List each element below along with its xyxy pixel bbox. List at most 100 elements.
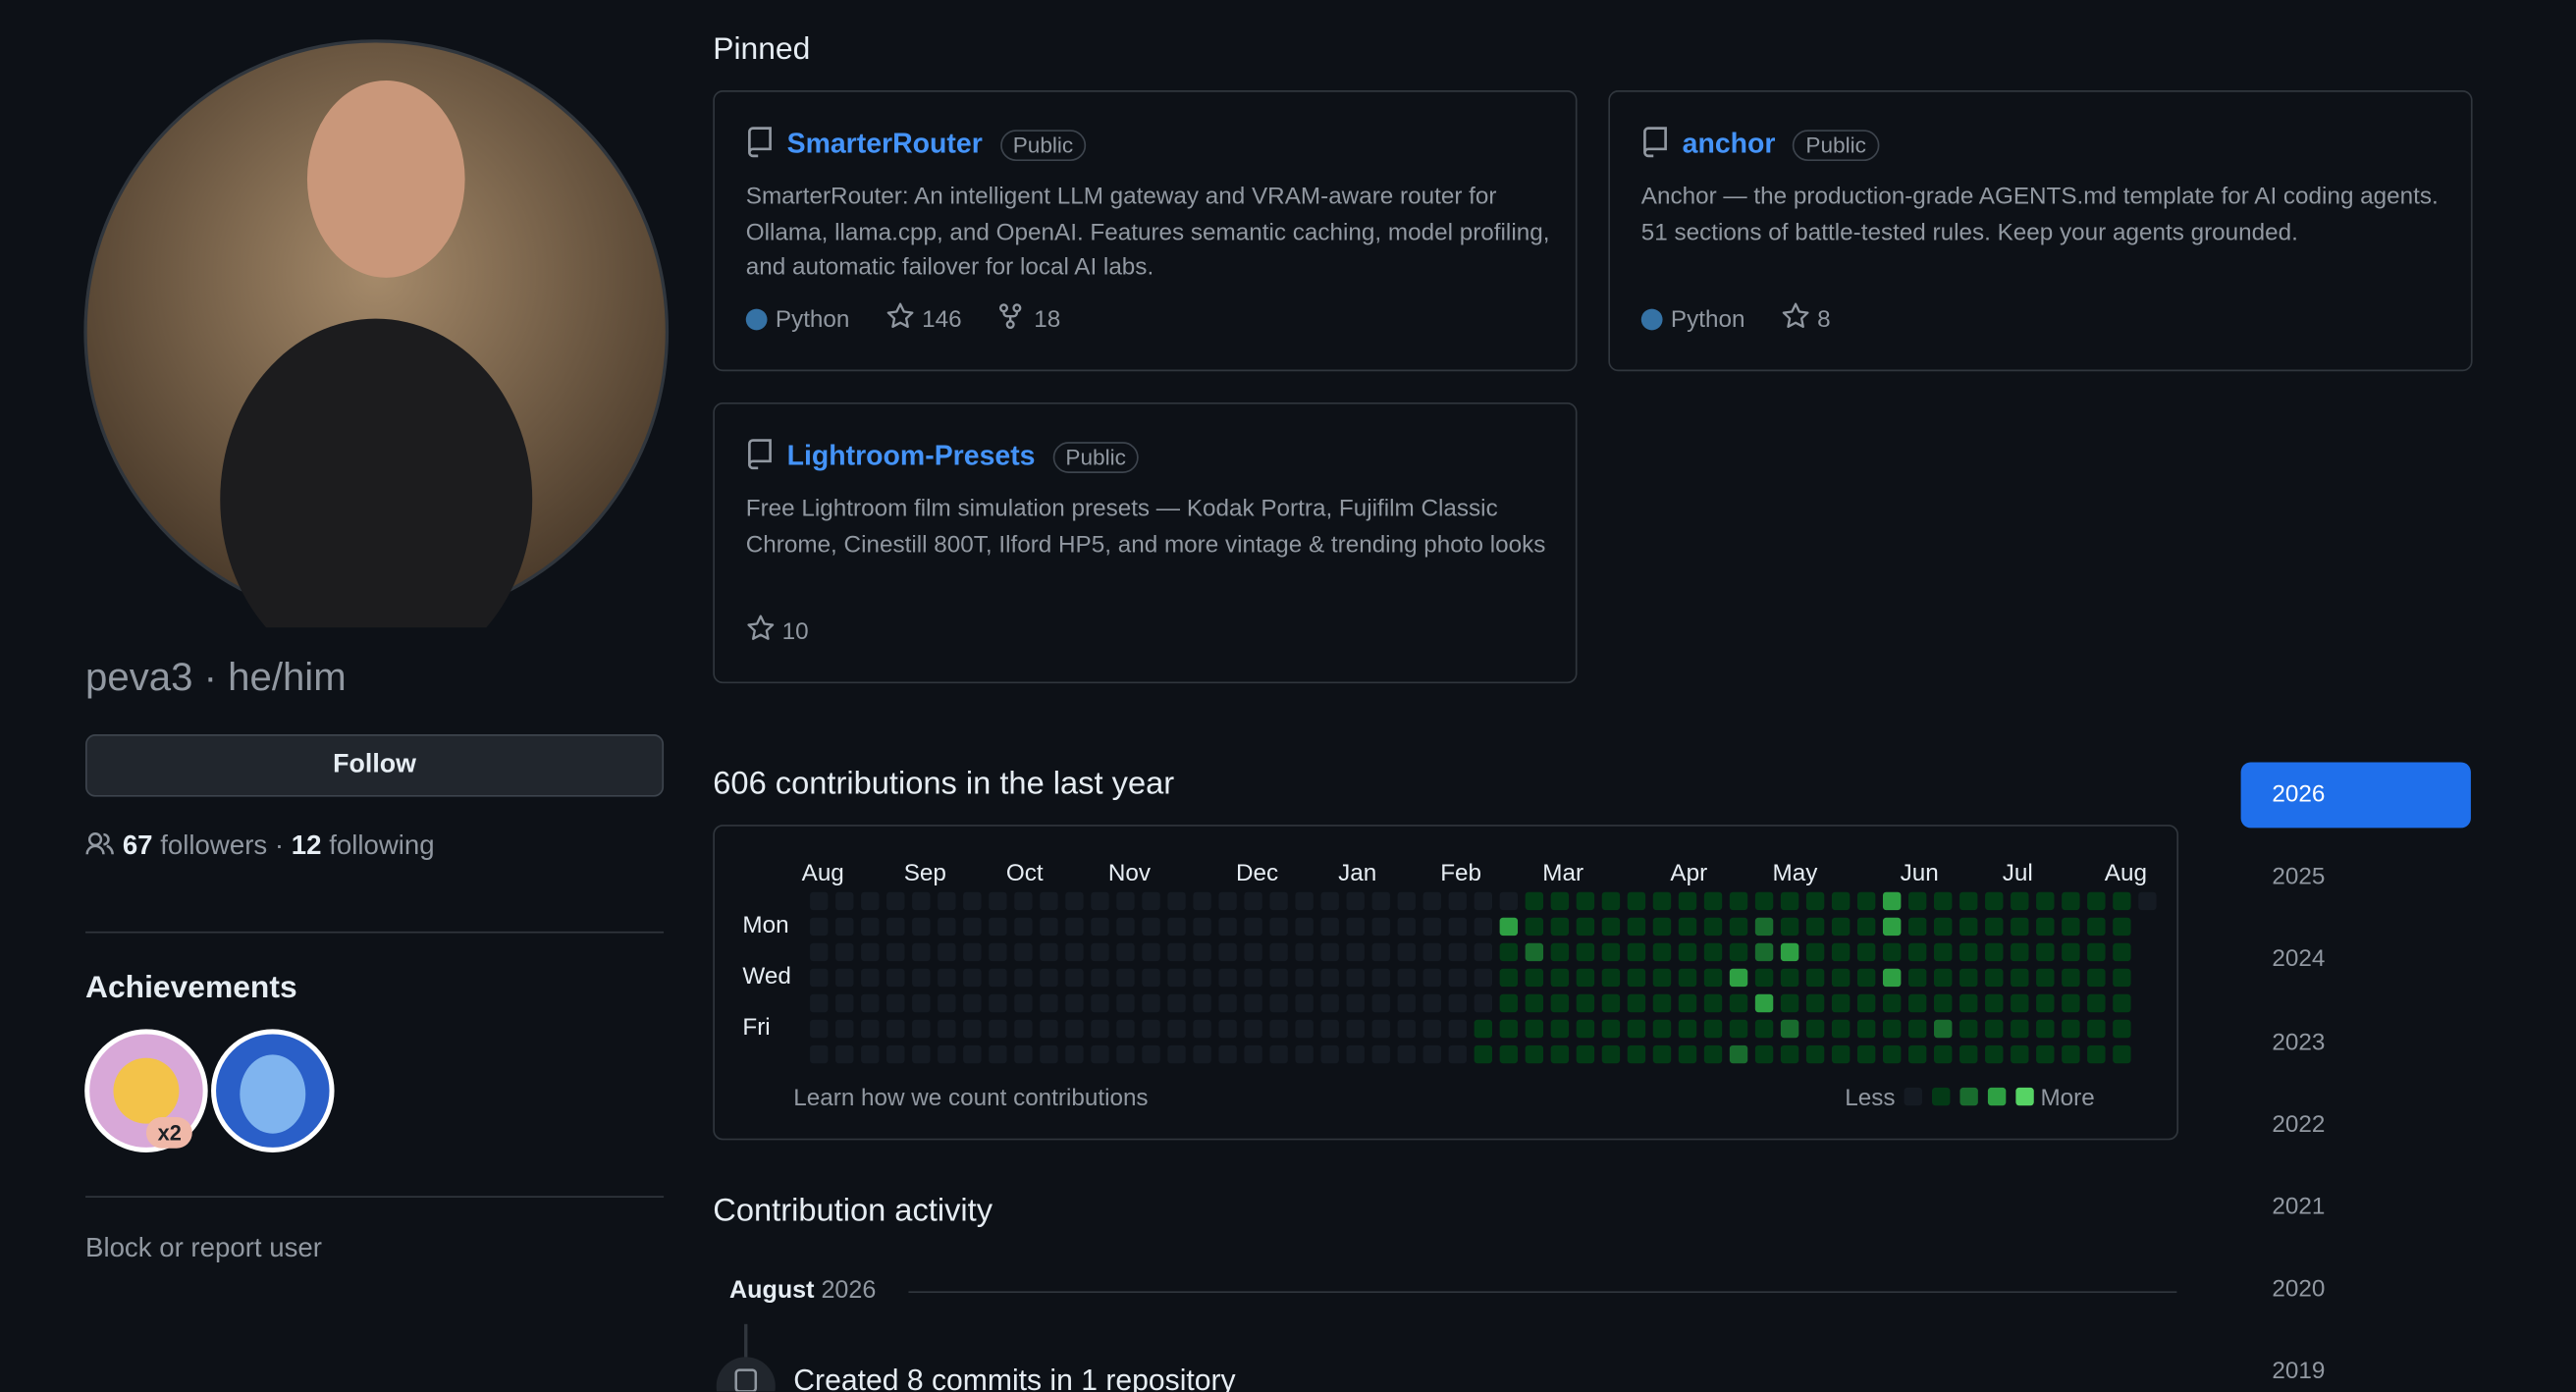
contribution-cell xyxy=(1856,917,1876,937)
contribution-cell xyxy=(2062,968,2080,988)
contribution-cell xyxy=(1652,968,1672,988)
contribution-cell xyxy=(912,942,931,962)
contribution-cell xyxy=(2036,917,2055,937)
pinned-card[interactable]: Lightroom-Presets Public Free Lightroom f… xyxy=(713,402,1578,684)
year-button[interactable]: 2022 xyxy=(2272,1111,2326,1139)
contribution-cell xyxy=(1678,993,1697,1013)
contribution-cell xyxy=(2087,1044,2106,1064)
month: August xyxy=(729,1276,815,1305)
repo-name[interactable]: Lightroom-Presets xyxy=(786,440,1036,472)
contribution-cell xyxy=(1550,891,1570,911)
contribution-cell xyxy=(1499,1044,1519,1064)
repo-description: Free Lightroom film simulation presets —… xyxy=(745,496,1546,559)
stars[interactable]: 146 xyxy=(922,306,962,334)
contribution-cell xyxy=(1934,968,1953,988)
forks[interactable]: 18 xyxy=(1034,306,1061,334)
following-count[interactable]: 12 xyxy=(291,830,322,861)
contribution-cell xyxy=(1014,917,1033,937)
contribution-cell xyxy=(1576,1044,1595,1064)
contribution-cell xyxy=(1371,891,1390,911)
contribution-cell xyxy=(1576,993,1595,1013)
activity-item[interactable]: Created 8 commits in 1 repository xyxy=(793,1363,1236,1392)
contribution-cell xyxy=(1754,942,1774,962)
year-button[interactable]: 2026 xyxy=(2240,762,2471,829)
learn-link[interactable]: Learn how we count contributions xyxy=(793,1085,1148,1111)
contribution-cell xyxy=(1525,1044,1544,1064)
contribution-cell xyxy=(1244,993,1262,1013)
contribution-cell xyxy=(1091,942,1109,962)
year-button[interactable]: 2025 xyxy=(2272,864,2326,891)
followers-label[interactable]: followers xyxy=(160,830,268,861)
month-label: Aug xyxy=(2105,860,2147,886)
contribution-cell xyxy=(1397,1019,1416,1039)
contribution-cell xyxy=(2087,942,2106,962)
contribution-cell xyxy=(1269,1019,1288,1039)
repo-name[interactable]: SmarterRouter xyxy=(786,128,983,160)
contribution-cell xyxy=(912,993,931,1013)
legend-swatch xyxy=(1904,1087,1922,1106)
year-button[interactable]: 2020 xyxy=(2272,1276,2326,1304)
contribution-cell xyxy=(1422,968,1441,988)
contribution-cell xyxy=(938,1044,956,1064)
year-button[interactable]: 2019 xyxy=(2272,1359,2326,1386)
contribution-cell xyxy=(1167,891,1186,911)
year-button[interactable]: 2021 xyxy=(2272,1194,2326,1221)
contribution-cell xyxy=(1831,891,1851,911)
contribution-cell xyxy=(1448,1044,1467,1064)
contribution-cell xyxy=(1474,1019,1493,1039)
contribution-cell xyxy=(1269,968,1288,988)
contribution-cell xyxy=(1805,993,1825,1013)
contribution-cell xyxy=(810,891,829,911)
contribution-cell xyxy=(1907,1044,1927,1064)
contribution-cell xyxy=(1142,942,1160,962)
contribution-cell xyxy=(989,942,1007,962)
followers-count[interactable]: 67 xyxy=(122,830,153,861)
contribution-cell xyxy=(1805,891,1825,911)
contribution-cell xyxy=(1091,1019,1109,1039)
pinned-card[interactable]: SmarterRouter Public SmarterRouter: An in… xyxy=(713,90,1578,372)
month-label: Aug xyxy=(802,860,844,886)
contribution-cell xyxy=(1065,917,1084,937)
contribution-cell xyxy=(1269,993,1288,1013)
contribution-cell xyxy=(1193,968,1211,988)
contribution-cell xyxy=(1601,942,1621,962)
year-button[interactable]: 2023 xyxy=(2272,1029,2326,1056)
contribution-cell xyxy=(1729,891,1748,911)
activity-month: August 2026 xyxy=(729,1276,876,1304)
contribution-cell xyxy=(1193,917,1211,937)
contribution-cell xyxy=(1805,1019,1825,1039)
contribution-cell xyxy=(1116,1019,1135,1039)
contribution-cell xyxy=(810,942,829,962)
contribution-cell xyxy=(1346,942,1365,962)
contribution-cell xyxy=(1244,1019,1262,1039)
pinned-card[interactable]: anchor Public Anchor — the production-gra… xyxy=(1608,90,2473,372)
contribution-cell xyxy=(1397,1044,1416,1064)
contribution-cell xyxy=(1320,1044,1339,1064)
contribution-cell xyxy=(1627,1044,1646,1064)
contribution-cell xyxy=(1678,917,1697,937)
contribution-cell xyxy=(1040,1019,1058,1039)
achievement-badges xyxy=(84,1029,335,1152)
follow-button[interactable]: Follow xyxy=(85,734,665,797)
divider xyxy=(85,931,665,934)
contribution-cell xyxy=(886,1044,905,1064)
contribution-cell xyxy=(1934,917,1953,937)
year-button[interactable]: 2024 xyxy=(2272,946,2326,974)
contribution-cell xyxy=(1448,917,1467,937)
block-link[interactable]: Block or report user xyxy=(85,1233,322,1263)
following-label[interactable]: following xyxy=(329,830,435,861)
stars[interactable]: 10 xyxy=(781,618,809,646)
contribution-cell xyxy=(1320,968,1339,988)
contribution-cell xyxy=(1014,968,1033,988)
contribution-cell xyxy=(1065,1019,1084,1039)
contribution-cell xyxy=(1985,993,2004,1013)
month-label: May xyxy=(1773,860,1819,886)
contribution-cell xyxy=(1856,968,1876,988)
contribution-cell xyxy=(1422,1019,1441,1039)
contribution-cell xyxy=(1040,968,1058,988)
contribution-cell xyxy=(1014,891,1033,911)
repo-name[interactable]: anchor xyxy=(1682,128,1776,160)
stars[interactable]: 8 xyxy=(1817,306,1831,334)
contribution-cell xyxy=(2113,1019,2131,1039)
contribution-cell xyxy=(1295,1044,1314,1064)
